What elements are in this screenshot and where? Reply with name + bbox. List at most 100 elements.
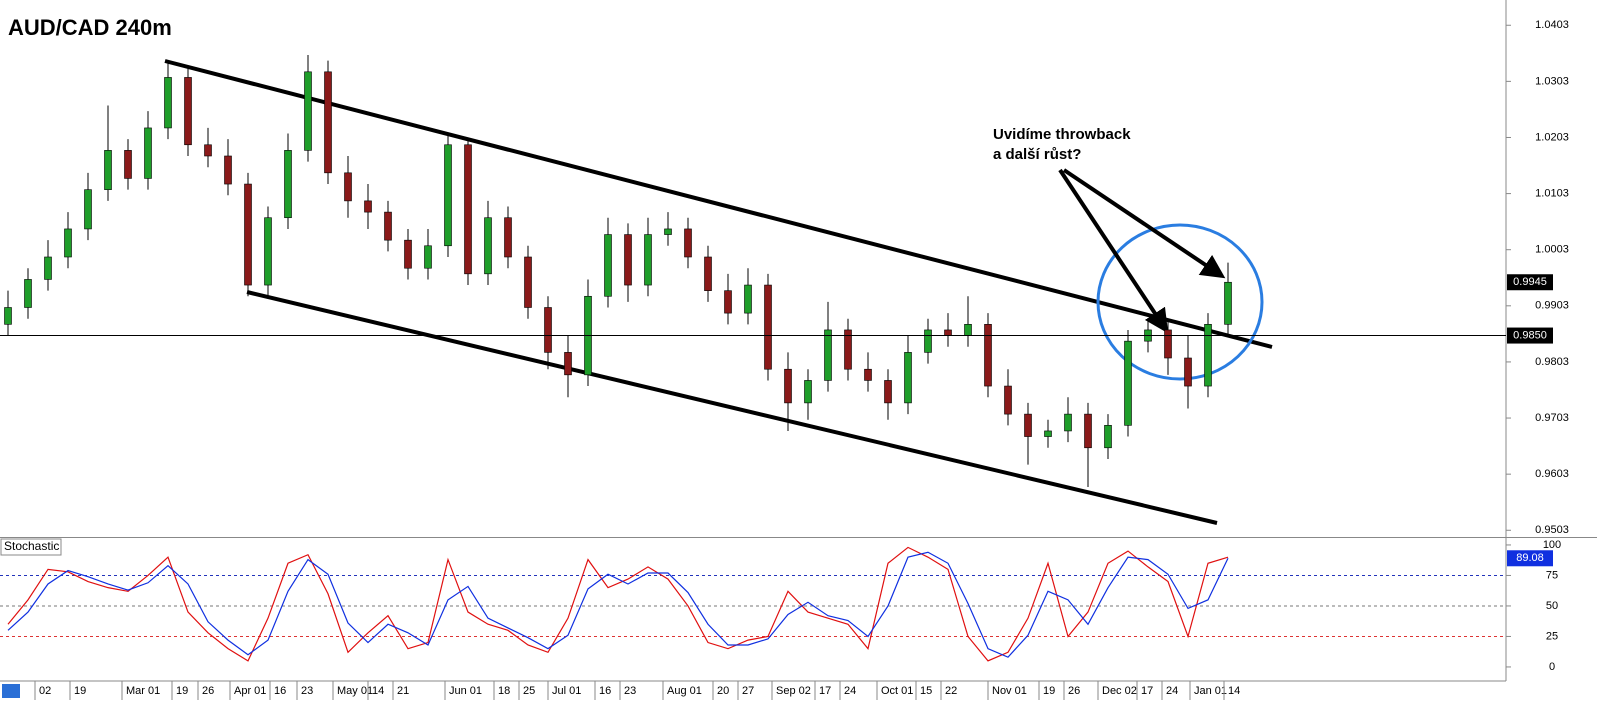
x-tick-label: May 01 — [337, 685, 373, 697]
candle-body — [444, 144, 452, 247]
y-tick-label: 0 — [1549, 661, 1555, 673]
x-tick-label: 15 — [920, 685, 932, 697]
arrow — [1062, 168, 1226, 279]
x-tick-label: 14 — [1228, 685, 1240, 697]
candle-body — [364, 200, 372, 213]
candle-body — [1224, 281, 1232, 325]
last-price-label: 0.9945 — [1513, 276, 1547, 288]
candle-body — [604, 234, 612, 297]
x-tick-label: Oct 01 — [881, 685, 913, 697]
x-tick-label: 17 — [1141, 685, 1153, 697]
candle-body — [1024, 413, 1032, 437]
candle-body — [984, 324, 992, 387]
candle-body — [404, 239, 412, 269]
stochastic-line — [7, 551, 1229, 658]
last-value-label: 89.08 — [1516, 552, 1544, 564]
x-tick-label: 17 — [819, 685, 831, 697]
x-tick-label: Apr 01 — [234, 685, 266, 697]
x-tick-label: 20 — [717, 685, 729, 697]
x-tick-label: 19 — [176, 685, 188, 697]
chart-title: AUD/CAD 240m — [8, 15, 172, 40]
candle-body — [1064, 413, 1072, 432]
y-tick-label: 0.9703 — [1535, 412, 1569, 424]
candle-body — [1164, 329, 1172, 359]
candle-body — [764, 284, 772, 370]
title-bg — [4, 14, 192, 42]
y-tick-label: 75 — [1546, 569, 1558, 581]
candle-body — [884, 380, 892, 404]
candle-body — [244, 183, 252, 286]
x-tick-label: 19 — [74, 685, 86, 697]
y-tick-label: 0.9903 — [1535, 300, 1569, 312]
candle-body — [944, 329, 952, 336]
candle-body — [524, 256, 532, 308]
candle-body — [264, 217, 272, 286]
candle-body — [964, 324, 972, 336]
candle-body — [44, 256, 52, 280]
candle-body — [384, 211, 392, 241]
candle-body — [1084, 413, 1092, 449]
candle-body — [504, 217, 512, 258]
candle-body — [204, 144, 212, 157]
y-tick-label: 1.0403 — [1535, 19, 1569, 31]
candle-body — [4, 307, 12, 325]
candle-body — [104, 150, 112, 190]
last-value-bg — [1507, 550, 1553, 567]
y-tick-label: 0.9503 — [1535, 524, 1569, 536]
x-tick-label: Jan 01 — [1194, 685, 1227, 697]
candle-body — [804, 380, 812, 404]
x-tick-label: 14 — [372, 685, 384, 697]
x-tick-label: 22 — [945, 685, 957, 697]
x-tick-label: 19 — [1043, 685, 1055, 697]
candle-body — [644, 234, 652, 286]
y-tick-label: 25 — [1546, 630, 1558, 642]
candle-body — [484, 217, 492, 275]
candle-body — [144, 127, 152, 179]
y-tick-label: 1.0303 — [1535, 75, 1569, 87]
level-label: 0.9850 — [1513, 329, 1547, 341]
plot: 1.0403 1.0303 1.0203 1.0103 1.0003 0.9903 0.98… — [0, 19, 1569, 700]
x-tick-label: 21 — [397, 685, 409, 697]
candle-body — [284, 150, 292, 219]
candle-body — [464, 144, 472, 275]
x-tick-label: Jun 01 — [449, 685, 482, 697]
level-label-bg — [1507, 327, 1553, 344]
x-tick-label: 25 — [523, 685, 535, 697]
candle-body — [784, 368, 792, 404]
candle-body — [184, 77, 192, 146]
candle-body — [1044, 430, 1052, 437]
y-tick-label: 1.0103 — [1535, 187, 1569, 199]
x-tick-label: 23 — [624, 685, 636, 697]
y-tick-label: 0.9803 — [1535, 356, 1569, 368]
x-tick-label: 26 — [1068, 685, 1080, 697]
x-tick-label: Sep 02 — [776, 685, 811, 697]
candle-body — [664, 228, 672, 235]
candle-body — [924, 329, 932, 353]
candle-body — [624, 234, 632, 286]
candle-body — [224, 155, 232, 185]
y-tick-label: 1.0203 — [1535, 131, 1569, 143]
x-tick-label: 24 — [844, 685, 856, 697]
highlight-circle — [1096, 223, 1264, 381]
candle-body — [84, 189, 92, 230]
candle-body — [304, 71, 312, 151]
menu-icon[interactable] — [2, 684, 20, 698]
x-tick-label: 18 — [498, 685, 510, 697]
arrow — [1058, 168, 1169, 334]
annotation: Uvidíme throwback — [993, 126, 1131, 143]
channel-lower — [246, 290, 1218, 525]
y-tick-label: 100 — [1543, 539, 1561, 551]
candle-body — [724, 290, 732, 314]
candle-body — [1104, 425, 1112, 449]
last-price-bg — [1507, 274, 1553, 291]
candle-body — [1004, 385, 1012, 415]
candle-body — [544, 307, 552, 353]
x-tick-label: 16 — [599, 685, 611, 697]
x-tick-label: Dec 02 — [1102, 685, 1137, 697]
candle-body — [124, 150, 132, 179]
channel-upper — [164, 59, 1273, 349]
annotation: a další růst? — [993, 146, 1081, 163]
candle-body — [864, 368, 872, 381]
